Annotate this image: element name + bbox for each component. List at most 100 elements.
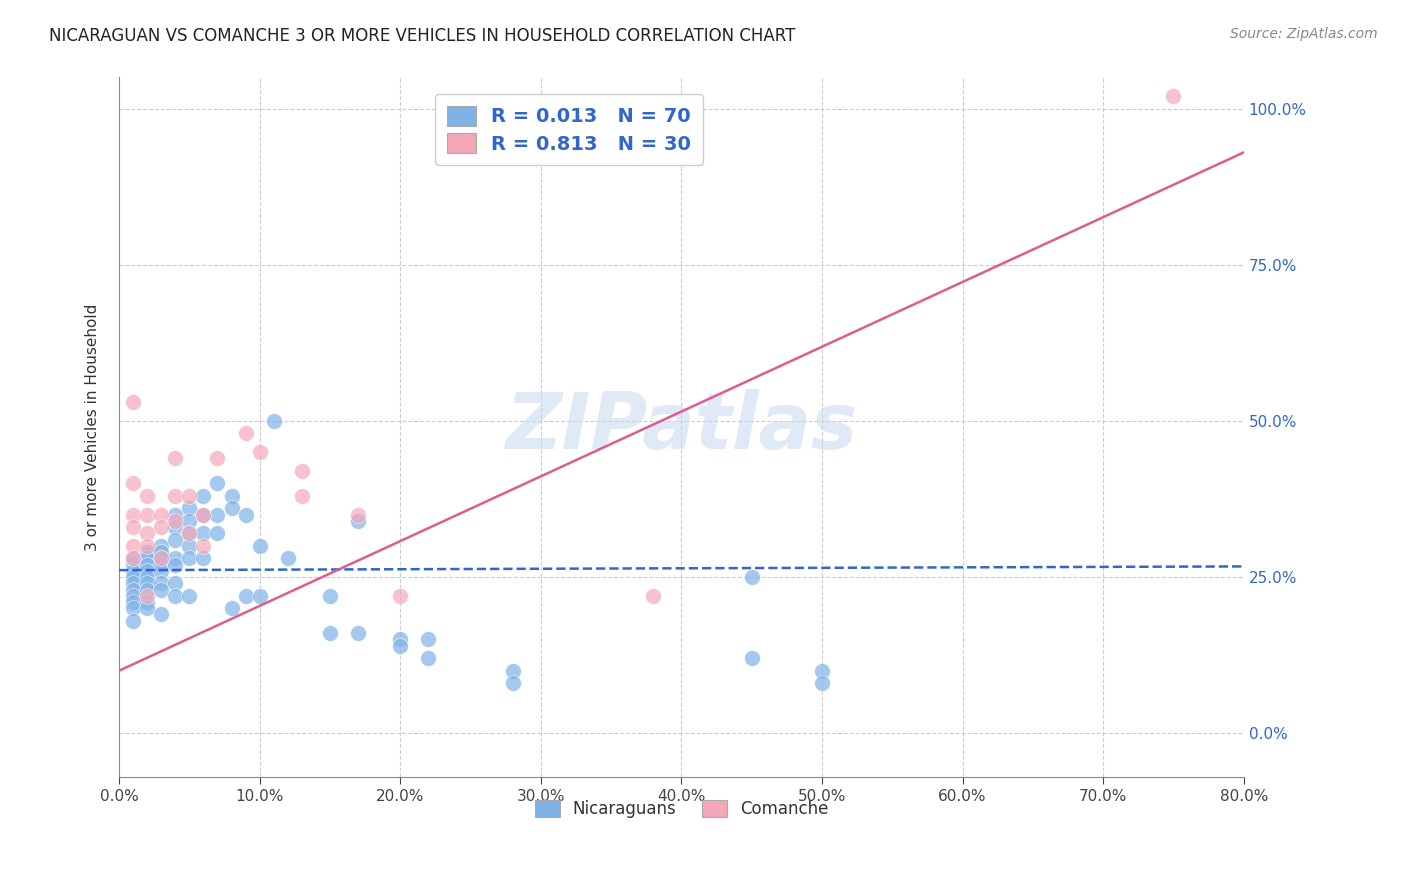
- Point: [193, 526, 215, 541]
- Point: [277, 551, 299, 566]
- Point: [122, 539, 145, 553]
- Point: [122, 395, 145, 409]
- Point: [319, 589, 342, 603]
- Point: [165, 551, 187, 566]
- Point: [136, 564, 159, 578]
- Point: [319, 626, 342, 640]
- Point: [150, 520, 173, 534]
- Point: [418, 651, 440, 665]
- Point: [207, 476, 229, 491]
- Point: [165, 558, 187, 572]
- Point: [122, 520, 145, 534]
- Point: [165, 589, 187, 603]
- Point: [347, 626, 370, 640]
- Point: [179, 526, 201, 541]
- Point: [136, 526, 159, 541]
- Point: [136, 545, 159, 559]
- Point: [150, 576, 173, 591]
- Point: [136, 489, 159, 503]
- Point: [389, 632, 412, 647]
- Point: [122, 564, 145, 578]
- Point: [165, 576, 187, 591]
- Point: [221, 501, 243, 516]
- Point: [179, 501, 201, 516]
- Point: [165, 489, 187, 503]
- Point: [150, 551, 173, 566]
- Point: [165, 533, 187, 547]
- Point: [136, 570, 159, 584]
- Point: [249, 445, 271, 459]
- Point: [122, 589, 145, 603]
- Point: [741, 651, 763, 665]
- Point: [150, 545, 173, 559]
- Point: [221, 601, 243, 615]
- Point: [249, 589, 271, 603]
- Point: [122, 508, 145, 522]
- Point: [291, 464, 314, 478]
- Point: [347, 514, 370, 528]
- Point: [150, 551, 173, 566]
- Point: [136, 589, 159, 603]
- Point: [347, 508, 370, 522]
- Point: [1163, 89, 1185, 103]
- Point: [179, 526, 201, 541]
- Point: [502, 676, 524, 690]
- Point: [136, 551, 159, 566]
- Point: [165, 508, 187, 522]
- Point: [418, 632, 440, 647]
- Point: [122, 601, 145, 615]
- Point: [193, 508, 215, 522]
- Point: [150, 582, 173, 597]
- Point: [150, 508, 173, 522]
- Point: [136, 582, 159, 597]
- Point: [122, 595, 145, 609]
- Point: [193, 551, 215, 566]
- Point: [122, 551, 145, 566]
- Y-axis label: 3 or more Vehicles in Household: 3 or more Vehicles in Household: [86, 303, 100, 551]
- Point: [235, 426, 257, 441]
- Point: [165, 451, 187, 466]
- Point: [193, 508, 215, 522]
- Point: [502, 664, 524, 678]
- Point: [122, 476, 145, 491]
- Point: [136, 508, 159, 522]
- Point: [122, 558, 145, 572]
- Point: [150, 564, 173, 578]
- Point: [165, 514, 187, 528]
- Point: [122, 582, 145, 597]
- Point: [207, 451, 229, 466]
- Point: [235, 508, 257, 522]
- Point: [165, 520, 187, 534]
- Point: [249, 539, 271, 553]
- Point: [263, 414, 285, 428]
- Point: [193, 489, 215, 503]
- Point: [136, 539, 159, 553]
- Point: [291, 489, 314, 503]
- Point: [136, 576, 159, 591]
- Point: [389, 589, 412, 603]
- Point: [179, 489, 201, 503]
- Point: [741, 570, 763, 584]
- Point: [221, 489, 243, 503]
- Point: [179, 539, 201, 553]
- Point: [235, 589, 257, 603]
- Point: [207, 508, 229, 522]
- Point: [122, 576, 145, 591]
- Point: [179, 514, 201, 528]
- Point: [643, 589, 665, 603]
- Point: [150, 607, 173, 622]
- Point: [179, 551, 201, 566]
- Point: [179, 589, 201, 603]
- Legend: Nicaraguans, Comanche: Nicaraguans, Comanche: [527, 793, 835, 824]
- Point: [122, 551, 145, 566]
- Point: [207, 526, 229, 541]
- Point: [150, 539, 173, 553]
- Text: Source: ZipAtlas.com: Source: ZipAtlas.com: [1230, 27, 1378, 41]
- Point: [389, 639, 412, 653]
- Point: [150, 558, 173, 572]
- Point: [136, 601, 159, 615]
- Text: ZIPatlas: ZIPatlas: [505, 389, 858, 465]
- Point: [122, 614, 145, 628]
- Point: [136, 558, 159, 572]
- Point: [193, 539, 215, 553]
